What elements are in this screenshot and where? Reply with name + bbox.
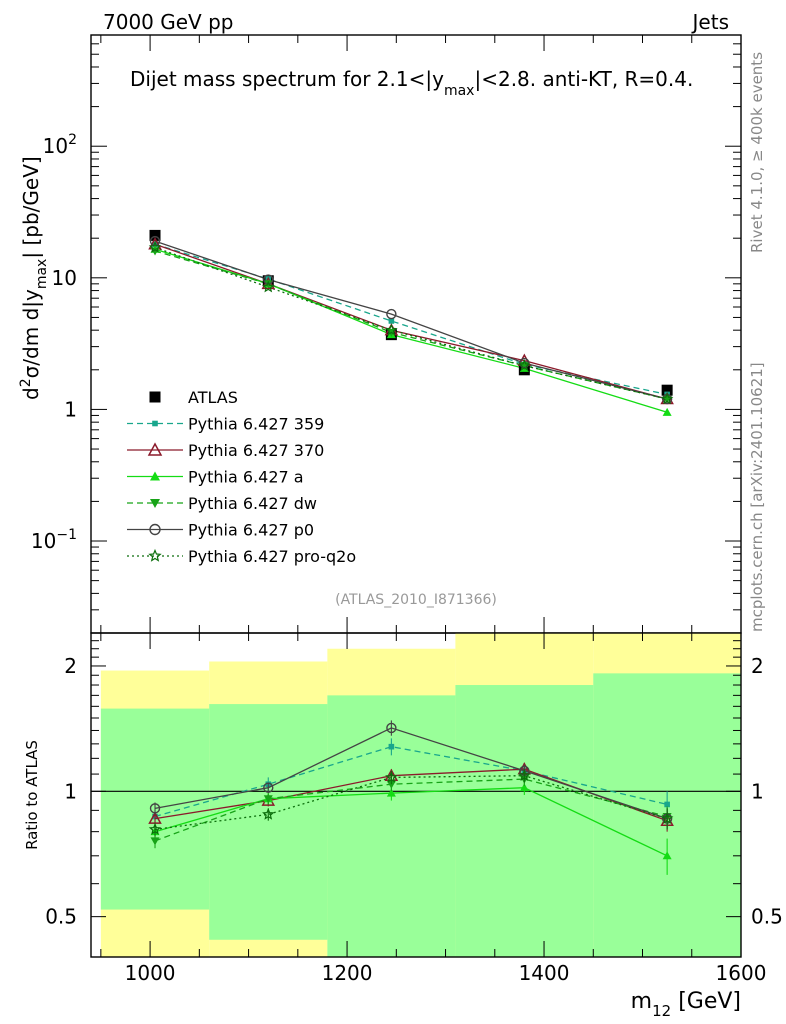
main-point-4-2 xyxy=(386,308,397,320)
main-ytick-exp-3: 2 xyxy=(68,132,77,148)
ratio-point-2-2 xyxy=(386,788,396,797)
ratio-point-4-1 xyxy=(263,782,274,793)
ratio-ytick-label-right-0: 0.5 xyxy=(751,905,783,929)
main-point-5-0 xyxy=(148,240,162,253)
legend-label-atlas: ATLAS xyxy=(188,388,238,407)
ylabel-mid: σ/dm d|y xyxy=(19,289,43,378)
main-ytick-exp-0: −1 xyxy=(56,527,77,543)
ratio-point-5-3 xyxy=(518,769,531,782)
ratio-ytick-label-left-1: 1 xyxy=(64,779,77,803)
legend-label-1: Pythia 6.427 370 xyxy=(188,441,324,460)
legend-marker-2 xyxy=(150,471,160,481)
title-post: |<2.8. anti-KT, R=0.4. xyxy=(474,67,693,91)
main-plot-area xyxy=(148,229,674,416)
title-sub: max xyxy=(444,83,475,99)
atlas-point-4 xyxy=(661,384,673,396)
ratio-point-5-2 xyxy=(385,770,398,783)
atlas-point-0 xyxy=(149,229,161,241)
main-ytick-label-3: 102 xyxy=(43,132,77,158)
main-point-5-4 xyxy=(660,392,674,405)
ratio-ytick-label-left-0: 0.5 xyxy=(45,905,77,929)
main-ytick-label-2: 10 xyxy=(52,266,77,290)
ratio-line-5 xyxy=(154,775,668,831)
main-point-5-1 xyxy=(262,280,275,293)
main-point-0-2 xyxy=(388,318,395,324)
analysis-watermark: (ATLAS_2010_I871366) xyxy=(335,592,497,608)
ratio-ytick-label-right-1: 1 xyxy=(751,779,764,803)
ratio-ytick-label-right-2: 2 xyxy=(751,654,764,678)
ratio-plot-area xyxy=(91,633,741,957)
ratio-point-4-0 xyxy=(149,803,161,814)
header-right: Jets xyxy=(691,10,729,34)
legend-marker-5 xyxy=(148,548,162,562)
legend-label-3: Pythia 6.427 dw xyxy=(188,494,317,513)
main-point-5-2 xyxy=(385,323,398,336)
ylabel-sup: 2 xyxy=(18,378,34,387)
main-ytick-label-1: 1 xyxy=(64,397,77,421)
main-point-4-1 xyxy=(263,274,274,285)
ratio-xtick-label-0: 1000 xyxy=(125,961,176,985)
main-line-4 xyxy=(154,240,668,400)
main-ytick-label-0: 10−1 xyxy=(31,527,77,553)
ratio-point-0-2 xyxy=(388,743,395,750)
main-title: Dijet mass spectrum for 2.1<|ymax|<2.8. … xyxy=(130,67,693,99)
legend-label-4: Pythia 6.427 p0 xyxy=(188,521,314,540)
ratio-ylabel: Ratio to ATLAS xyxy=(23,740,41,850)
legend-marker-0 xyxy=(152,420,158,427)
xlabel-m: m xyxy=(631,989,652,1014)
main-point-5-3 xyxy=(518,359,531,371)
ratio-line-0 xyxy=(154,746,668,818)
ratio-point-5-0 xyxy=(148,822,162,835)
header-left: 7000 GeV pp xyxy=(103,10,234,34)
ratio-frame xyxy=(90,632,742,958)
ratio-ytick-label-left-2: 2 xyxy=(64,654,77,678)
ratio-point-3-2 xyxy=(386,780,396,789)
ratio-point-3-0 xyxy=(150,837,160,846)
legend-marker-1 xyxy=(147,442,163,456)
main-frame xyxy=(90,34,742,634)
legend-marker-atlas xyxy=(149,391,161,403)
legend-marker-4 xyxy=(149,523,161,536)
ratio-point-2-3 xyxy=(519,783,529,792)
ratio-xtick-label-1: 1200 xyxy=(322,961,373,985)
ratio-point-5-4 xyxy=(660,812,674,824)
main-point-2-4 xyxy=(662,407,672,416)
main-ytick-base-3: 10 xyxy=(43,134,68,158)
ratio-xlabel: m12 [GeV] xyxy=(631,989,741,1020)
ratio-xtick-label-3: 1600 xyxy=(716,961,767,985)
legend-label-0: Pythia 6.427 359 xyxy=(188,415,324,434)
mcplots-label: mcplots.cern.ch [arXiv:2401.10621] xyxy=(748,362,766,632)
ratio-point-4-2 xyxy=(386,722,397,734)
main-panel: Dijet mass spectrum for 2.1<|ymax|<2.8. … xyxy=(18,34,742,634)
xlabel-unit: [GeV] xyxy=(671,989,741,1014)
ratio-xtick-label-2: 1400 xyxy=(519,961,570,985)
ratio-point-2-4 xyxy=(662,851,672,860)
legend-label-2: Pythia 6.427 a xyxy=(188,468,304,487)
ratio-point-5-1 xyxy=(262,807,275,820)
main-line-5 xyxy=(154,246,668,400)
title-pre: Dijet mass spectrum for 2.1<|y xyxy=(130,67,444,91)
xlabel-sub: 12 xyxy=(652,1002,671,1020)
ylabel-d: d xyxy=(19,387,43,400)
main-point-0-0 xyxy=(152,241,158,248)
rivet-label: Rivet 4.1.0, ≥ 400k events xyxy=(748,52,766,253)
main-ytick-base-0: 10 xyxy=(31,529,56,553)
ylabel-sub: max xyxy=(34,259,50,290)
legend-marker-3 xyxy=(150,499,160,508)
legend: ATLAS Pythia 6.427 359 Pythia 6.427 370 Pyt… xyxy=(127,388,356,566)
ratio-point-0-4 xyxy=(664,801,670,808)
ratio-panel: Ratio to ATLAS m12 [GeV] xyxy=(23,740,741,1020)
main-ylabel: d2σ/dm d|ymax| [pb/GeV] xyxy=(18,156,50,400)
uncertainty-band-inner-1 xyxy=(209,704,328,940)
main-point-4-0 xyxy=(149,235,161,247)
ratio-point-3-1 xyxy=(263,795,273,804)
legend-label-5: Pythia 6.427 pro-q2o xyxy=(188,547,356,566)
uncertainty-band-inner-3 xyxy=(455,685,594,957)
ylabel-post: | [pb/GeV] xyxy=(19,156,43,258)
